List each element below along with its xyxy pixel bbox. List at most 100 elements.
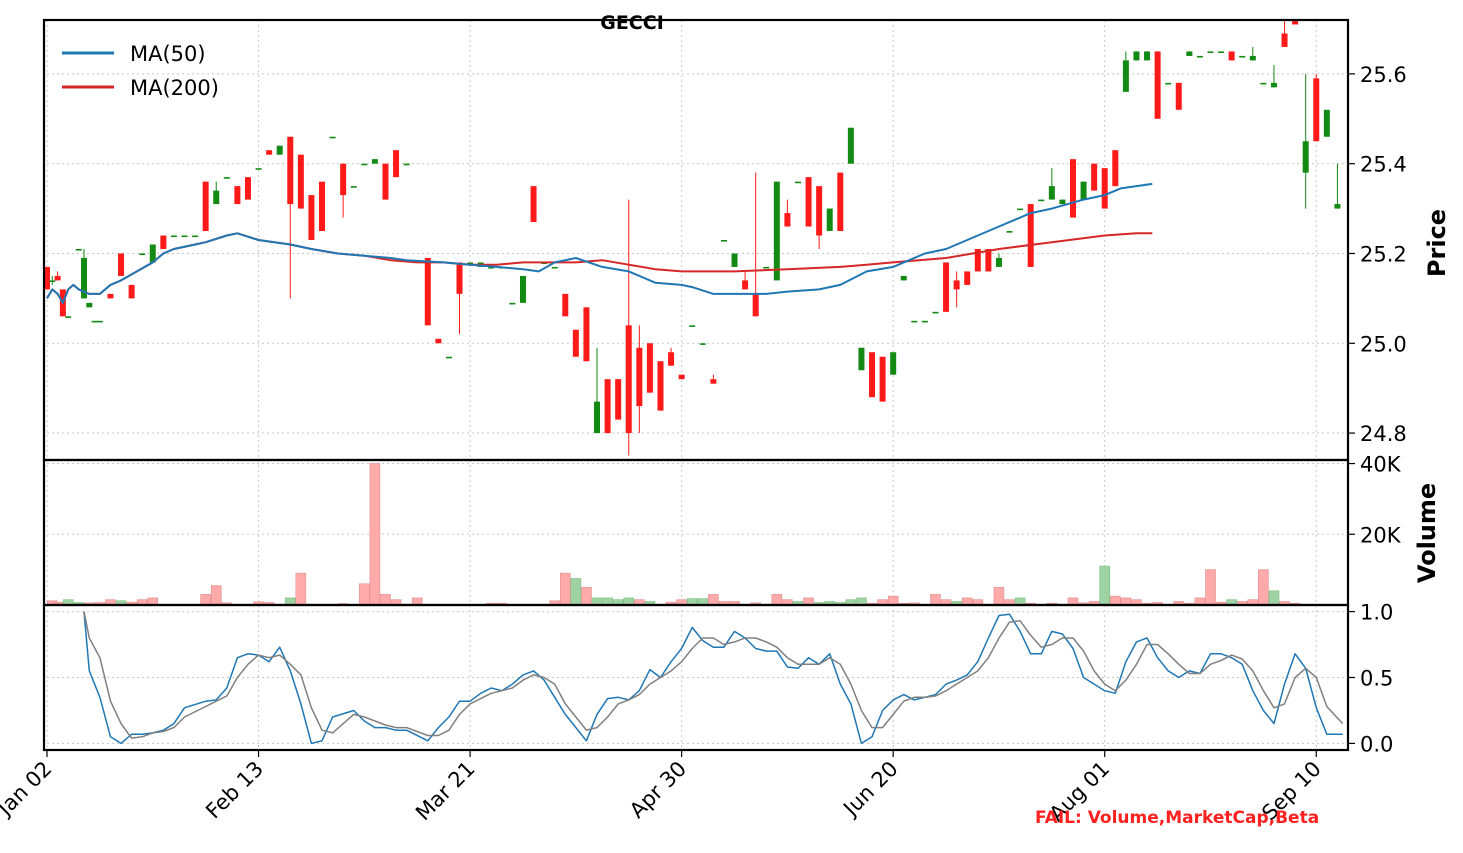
candle-body	[160, 235, 167, 249]
candle-body	[625, 325, 632, 434]
y-tick-label: 20K	[1360, 523, 1402, 547]
candle-body	[435, 338, 442, 344]
candle-body	[297, 154, 304, 209]
candle-body	[1207, 51, 1214, 54]
candle-body	[869, 352, 876, 398]
volume-bar	[570, 578, 582, 606]
oscillator-signal-line	[83, 611, 1344, 739]
candle-body	[1239, 55, 1246, 58]
candle-body	[181, 235, 188, 238]
candle-body	[551, 266, 558, 269]
series-lines	[46, 182, 1344, 745]
y-tick-label: 25.0	[1360, 332, 1407, 356]
y-tick-label: 40K	[1360, 453, 1402, 477]
candle-body	[604, 379, 611, 434]
panel-frames	[42, 18, 1350, 752]
candle-body	[1101, 168, 1108, 209]
candle-body	[202, 181, 209, 232]
volume-axis-label: Volume	[1413, 483, 1441, 583]
x-tick-label: Apr 30	[625, 757, 691, 823]
candle-body	[382, 163, 389, 200]
candle-body	[731, 253, 738, 267]
volume-bar	[359, 583, 370, 606]
candle-body	[583, 307, 590, 362]
candle-body	[456, 262, 463, 294]
candle-body	[361, 163, 368, 166]
candle-body	[234, 186, 241, 205]
candle-body	[1059, 199, 1066, 205]
candle-body	[1313, 78, 1320, 142]
candle-body	[1196, 55, 1203, 58]
candle-body	[615, 379, 622, 420]
gridlines	[46, 20, 1348, 750]
candle-body	[974, 248, 981, 272]
volume-bar	[369, 463, 381, 606]
candle-body	[81, 257, 88, 299]
volume-bar	[1110, 595, 1121, 606]
candle-body	[1038, 199, 1045, 202]
candle-body	[530, 186, 537, 223]
candle-body	[1292, 20, 1299, 25]
candle-body	[1006, 231, 1013, 233]
candle-body	[1165, 82, 1172, 85]
candle-body	[255, 168, 262, 170]
candle-body	[1112, 150, 1119, 187]
y-tick-label: 25.6	[1360, 63, 1407, 87]
tick-labels: 24.8 25.0 25.2 25.4 25.6 20K 40K 0.0 0.5 1.0 Jan 0…	[0, 63, 1407, 826]
volume-bar	[930, 594, 941, 606]
y-tick-label: 0.5	[1360, 667, 1393, 691]
candle-body	[65, 316, 72, 318]
candle-body	[350, 186, 357, 188]
candle-body	[668, 352, 675, 366]
candle-body	[1091, 163, 1098, 191]
candle-body	[710, 379, 717, 384]
candle-body	[752, 293, 759, 317]
candle-body	[488, 266, 495, 269]
candle-body	[858, 347, 865, 371]
volume-bar	[295, 572, 307, 606]
volume-bar	[887, 595, 899, 606]
candle-body	[49, 280, 56, 283]
legend-label-ma200: MA(200)	[130, 76, 219, 100]
y-tick-label: 25.2	[1360, 242, 1407, 266]
candle-body	[636, 347, 643, 407]
candle-body	[519, 275, 526, 303]
candle-body	[371, 159, 378, 164]
candle-body	[509, 302, 516, 305]
candle-body	[107, 293, 114, 299]
candle-body	[223, 177, 230, 179]
candle-body	[1048, 186, 1055, 200]
volume-bar	[993, 587, 1005, 606]
candle-body	[921, 320, 928, 323]
candle-body	[319, 181, 326, 232]
candle-body	[244, 177, 251, 200]
x-tick-label: Mar 21	[411, 757, 480, 826]
volume-bar	[200, 594, 211, 606]
candle-body	[794, 181, 801, 184]
candle-body	[699, 343, 706, 345]
candle-body	[1260, 82, 1267, 85]
fail-annotation: FAIL: Volume,MarketCap,Beta	[1035, 808, 1320, 828]
candle-body	[742, 280, 749, 290]
candle-body	[911, 320, 918, 323]
candle-body	[826, 208, 833, 232]
candle-body	[879, 356, 886, 402]
panel-frame	[42, 18, 1350, 462]
ma50-line	[46, 182, 1153, 304]
candle-body	[91, 320, 98, 323]
candle-body	[1144, 51, 1151, 61]
candle-body	[128, 284, 135, 299]
candle-body	[118, 253, 125, 276]
candle-body	[340, 163, 347, 196]
candle-body	[985, 248, 992, 272]
candle-body	[1281, 33, 1288, 47]
candle-body	[1249, 55, 1256, 61]
candle-body	[86, 302, 93, 308]
legend: MA(50) MA(200)	[62, 42, 219, 100]
candle-body	[276, 145, 283, 155]
candle-body	[572, 329, 579, 357]
candle-body	[1122, 60, 1129, 92]
candle-body	[1270, 82, 1277, 88]
candle-body	[329, 136, 336, 139]
candle-body	[54, 275, 61, 281]
